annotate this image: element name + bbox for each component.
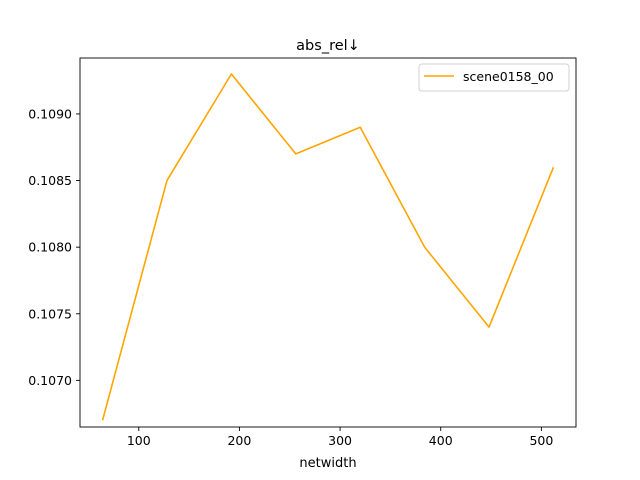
series-line-0 <box>101 73 555 421</box>
series-lines <box>101 73 555 421</box>
x-tick-label: 300 <box>328 433 352 448</box>
x-axis-ticks: 100 200 300 400 500 <box>127 427 553 448</box>
plot-frame <box>79 57 577 428</box>
legend-box <box>418 63 570 92</box>
x-axis-label: netwidth <box>299 456 356 471</box>
y-tick-label: 0.1070 <box>28 373 72 388</box>
legend-label: scene0158_00 <box>463 69 554 84</box>
x-tick-label: 500 <box>529 433 553 448</box>
x-tick-label: 200 <box>227 433 251 448</box>
x-tick-label: 100 <box>127 433 151 448</box>
y-tick-label: 0.1085 <box>28 173 72 188</box>
y-tick-label: 0.1090 <box>28 106 72 121</box>
y-tick-label: 0.1080 <box>28 240 72 255</box>
x-tick-label: 400 <box>429 433 453 448</box>
chart-title: abs_rel↓ <box>296 38 360 54</box>
y-axis-ticks: 0.1070 0.1075 0.1080 0.1085 0.1090 <box>28 106 80 388</box>
legend: scene0158_00 <box>418 63 570 92</box>
y-tick-label: 0.1075 <box>28 306 72 321</box>
